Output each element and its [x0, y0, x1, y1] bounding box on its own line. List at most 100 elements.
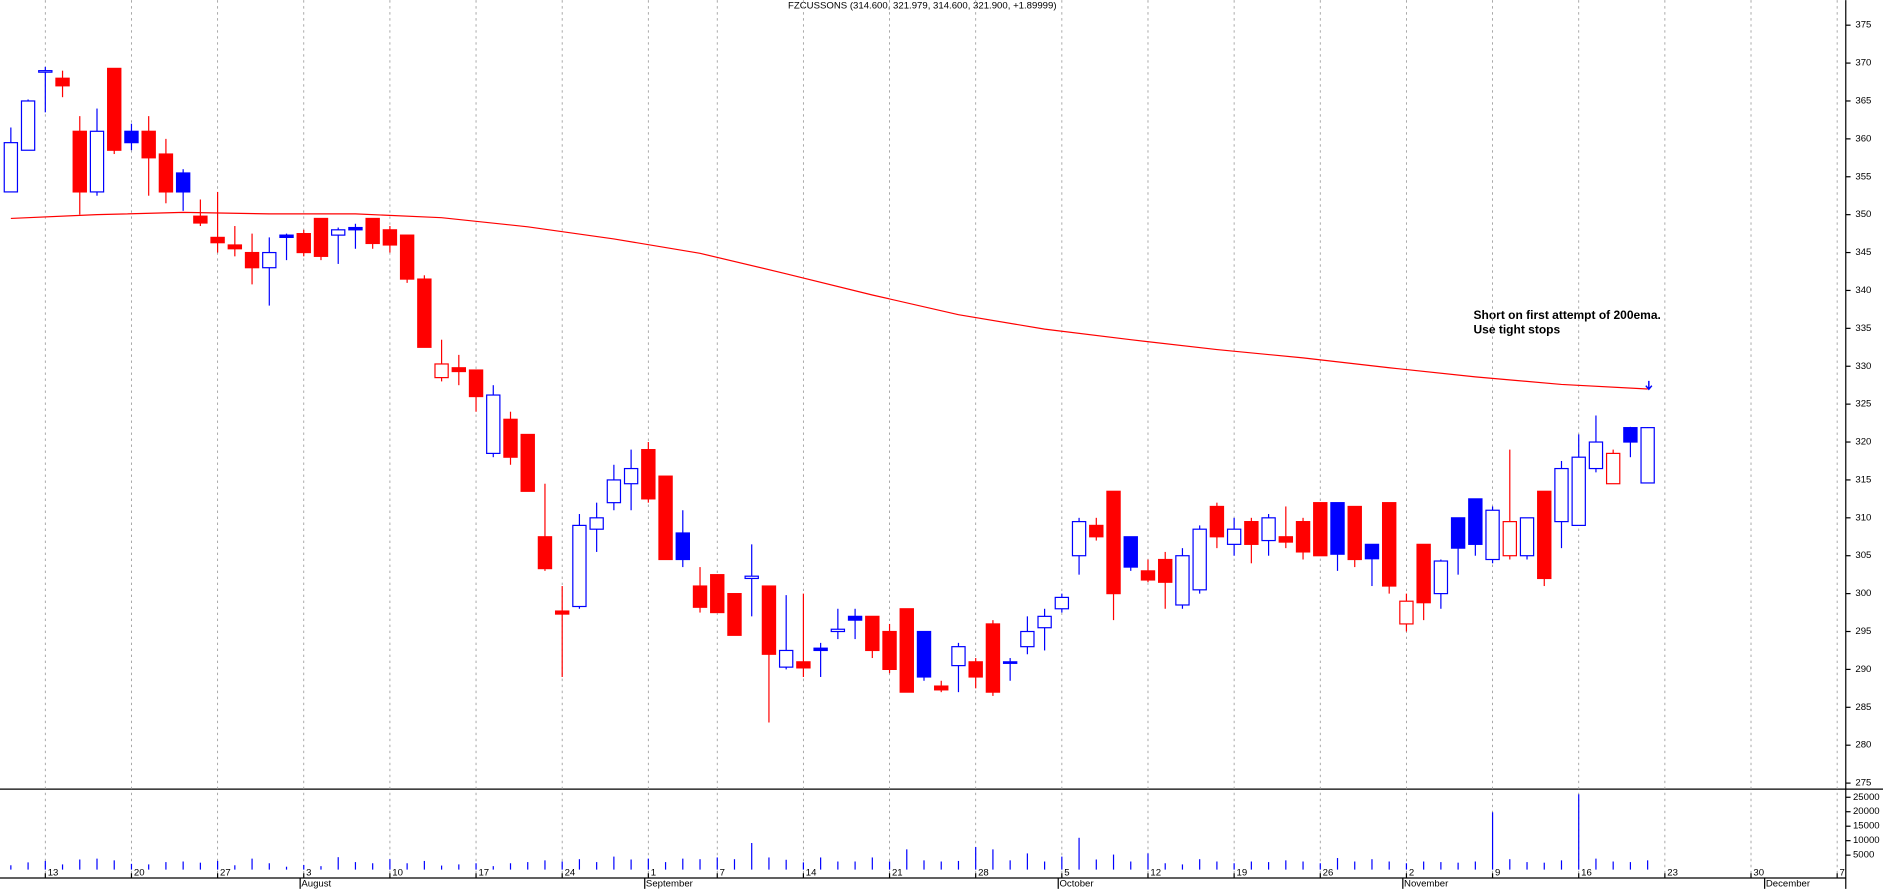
- x-tick-label: 3: [306, 868, 311, 879]
- ema-line: [10, 211, 1648, 390]
- candle-body: [641, 449, 656, 500]
- candle-body: [1295, 521, 1311, 553]
- x-tick-label: 1: [651, 868, 656, 879]
- x-tick-label: 9: [1495, 868, 1500, 879]
- annotation: Short on first attempt of 200ema.: [1473, 308, 1660, 322]
- candle-body: [1450, 517, 1466, 549]
- candle-body: [1381, 502, 1397, 587]
- y-tick-label: 360: [1855, 133, 1871, 144]
- candle-body: [503, 418, 518, 458]
- y-tick-label: 290: [1855, 664, 1871, 675]
- candle-body: [1347, 505, 1362, 561]
- candle-body: [348, 226, 363, 231]
- candle-body: [1623, 427, 1638, 443]
- y-tick-label: 340: [1855, 285, 1871, 296]
- x-tick-label: 19: [1237, 868, 1248, 879]
- x-tick-label: 23: [1667, 868, 1678, 879]
- y-tick-label: 310: [1855, 512, 1871, 523]
- candle-body: [486, 394, 501, 455]
- candle-body: [537, 536, 553, 570]
- candle-body: [3, 142, 19, 193]
- x-tick-label: 17: [478, 868, 489, 879]
- candle-body: [882, 630, 897, 671]
- candle-body: [1519, 517, 1535, 557]
- candle-body: [279, 234, 294, 238]
- candle-body: [1399, 600, 1414, 625]
- x-tick-label: 26: [1323, 868, 1334, 879]
- chart-title: FZCUSSONS (314.600, 321.979, 314.600, 32…: [788, 1, 1057, 12]
- candle-body: [1175, 555, 1190, 606]
- candle-body: [710, 574, 725, 614]
- candle-body: [692, 585, 708, 608]
- y-tick-label: 335: [1855, 323, 1871, 334]
- x-tick-label: 21: [892, 868, 903, 879]
- month-label: November: [1404, 879, 1449, 889]
- x-tick-label: 7: [1840, 868, 1845, 879]
- candle-body: [20, 100, 36, 151]
- x-tick-label: 27: [220, 868, 231, 879]
- y-tick-label: 330: [1855, 361, 1871, 372]
- candle-body: [675, 532, 691, 561]
- candle-body: [727, 593, 742, 636]
- candle-body: [1158, 558, 1173, 583]
- y-tick-label: 295: [1855, 626, 1871, 637]
- candle-body: [778, 649, 794, 668]
- candle-body: [1605, 452, 1621, 485]
- y-tick-label: 300: [1855, 588, 1871, 599]
- candle-body: [89, 130, 105, 193]
- candle-body: [847, 615, 863, 621]
- candle-body: [520, 433, 535, 492]
- candle-body: [1537, 490, 1552, 580]
- x-tick-label: 10: [392, 868, 403, 879]
- candle-body: [796, 661, 811, 669]
- month-label: October: [1059, 879, 1094, 889]
- candle-body: [399, 234, 415, 280]
- volume-tick-label: 5000: [1853, 850, 1874, 861]
- candle-body: [107, 67, 122, 151]
- candle-body: [951, 646, 966, 667]
- candle-body: [1485, 509, 1500, 561]
- y-tick-label: 375: [1855, 20, 1871, 31]
- candle-body: [1106, 490, 1121, 595]
- y-tick-label: 350: [1855, 209, 1871, 220]
- candle-body: [1468, 498, 1483, 545]
- candle-body: [1330, 502, 1345, 555]
- candle-body: [1502, 521, 1518, 557]
- x-tick-label: 12: [1150, 868, 1161, 879]
- candle-body: [417, 278, 432, 348]
- y-tick-label: 325: [1855, 399, 1871, 410]
- candle-body: [1123, 536, 1138, 568]
- candle-body: [623, 467, 639, 485]
- candle-body: [55, 77, 70, 87]
- volume-tick-label: 25000: [1853, 792, 1880, 803]
- x-tick-label: 30: [1753, 868, 1764, 879]
- candle-body: [606, 479, 622, 504]
- y-tick-label: 315: [1855, 474, 1871, 485]
- candle-body: [1640, 427, 1655, 484]
- candle-body: [382, 229, 398, 246]
- candle-body: [124, 130, 139, 144]
- y-tick-label: 275: [1855, 778, 1871, 789]
- candle-body: [175, 172, 191, 193]
- candle-body: [1261, 517, 1276, 542]
- x-tick-label: 2: [1409, 868, 1414, 879]
- y-tick-label: 365: [1855, 96, 1871, 107]
- candle-body: [985, 623, 1001, 693]
- candle-body: [262, 251, 277, 269]
- x-tick-label: 24: [565, 868, 576, 879]
- candle-body: [313, 217, 329, 257]
- candle-body: [451, 367, 467, 373]
- annotation: Use tight stops: [1473, 323, 1560, 337]
- candle-body: [1192, 528, 1207, 591]
- candle-body: [1433, 560, 1449, 595]
- candle-body: [1313, 502, 1328, 557]
- x-tick-label: 13: [48, 868, 59, 879]
- candle-body: [1089, 524, 1104, 538]
- volume-tick-label: 15000: [1853, 821, 1880, 832]
- y-tick-label: 320: [1855, 437, 1871, 448]
- candle-body: [658, 475, 673, 561]
- candle-body: [296, 233, 311, 254]
- candle-body: [1140, 570, 1156, 581]
- annotation-arrow: [1645, 380, 1653, 391]
- candle-body: [899, 608, 914, 693]
